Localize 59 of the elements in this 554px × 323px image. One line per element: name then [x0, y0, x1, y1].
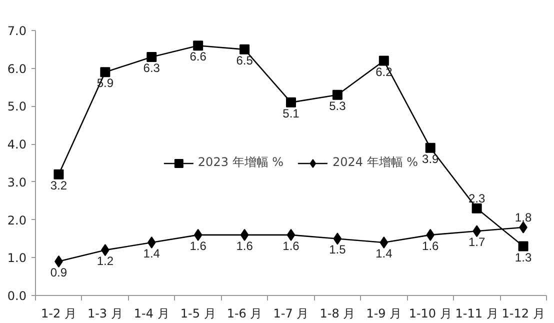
point [54, 169, 64, 180]
data-label: 6.3 [143, 61, 160, 75]
point [193, 40, 204, 51]
x-tick-label: 1-6 月 [226, 306, 262, 320]
point [146, 52, 157, 62]
point [425, 142, 436, 153]
y-tick-label: 2.0 [7, 213, 27, 228]
x-tick-label: 1-3 月 [87, 306, 123, 320]
x-tick-label: 1-5 月 [180, 306, 216, 320]
data-label: 6.6 [190, 50, 207, 64]
data-label: 1.4 [376, 246, 393, 260]
legend-label: 2023 年增幅 % [198, 154, 284, 171]
y-tick-label: 5.0 [7, 100, 27, 114]
data-label: 1.6 [236, 238, 254, 253]
data-label: 0.9 [50, 265, 68, 280]
point [518, 241, 528, 252]
y-tick-label: 3.0 [7, 175, 27, 190]
data-label: 2.3 [468, 191, 486, 206]
data-label: 1.2 [96, 254, 114, 268]
point [147, 236, 156, 248]
x-tick-label: 1-9 月 [366, 306, 402, 320]
data-label: 1.5 [329, 242, 346, 257]
x-tick-label: 1-12 月 [502, 306, 545, 320]
point [286, 97, 296, 108]
data-label: 1.4 [143, 246, 160, 260]
point [286, 228, 296, 241]
point [426, 228, 435, 241]
data-label: 1.6 [422, 238, 440, 253]
data-label: 1.6 [282, 238, 300, 253]
y-tick-label: 4.0 [7, 138, 27, 152]
point [333, 232, 342, 245]
point [240, 44, 250, 54]
data-label: 3.2 [50, 178, 68, 192]
point [378, 56, 389, 66]
data-label: 1.3 [514, 250, 532, 264]
y-tick-label: 7.0 [7, 24, 27, 38]
x-tick-label: 1-11 月 [455, 306, 498, 320]
point [472, 203, 482, 214]
data-label: 6.5 [236, 53, 254, 68]
y-tick-label: 0.0 [7, 289, 27, 303]
point [380, 236, 388, 248]
data-label: 3.9 [422, 152, 440, 166]
point [332, 90, 342, 100]
legend-label: 2024 年增幅 % [332, 154, 418, 171]
y-tick-label: 1.0 [7, 251, 27, 266]
data-label: 1.8 [514, 210, 532, 224]
x-tick-label: 1-2 月 [41, 306, 76, 320]
x-tick-label: 1-10 月 [408, 306, 452, 320]
point [100, 67, 110, 78]
data-label: 5.1 [282, 106, 300, 120]
x-tick-label: 1-8 月 [320, 306, 356, 320]
x-tick-label: 1-4 月 [134, 306, 170, 320]
point [240, 228, 249, 241]
x-tick-label: 1-7 月 [273, 306, 309, 320]
data-label: 1.6 [190, 238, 207, 253]
data-label: 5.3 [329, 98, 346, 113]
data-label: 1.7 [468, 235, 486, 250]
point [194, 228, 202, 241]
y-tick-label: 6.0 [7, 62, 27, 76]
